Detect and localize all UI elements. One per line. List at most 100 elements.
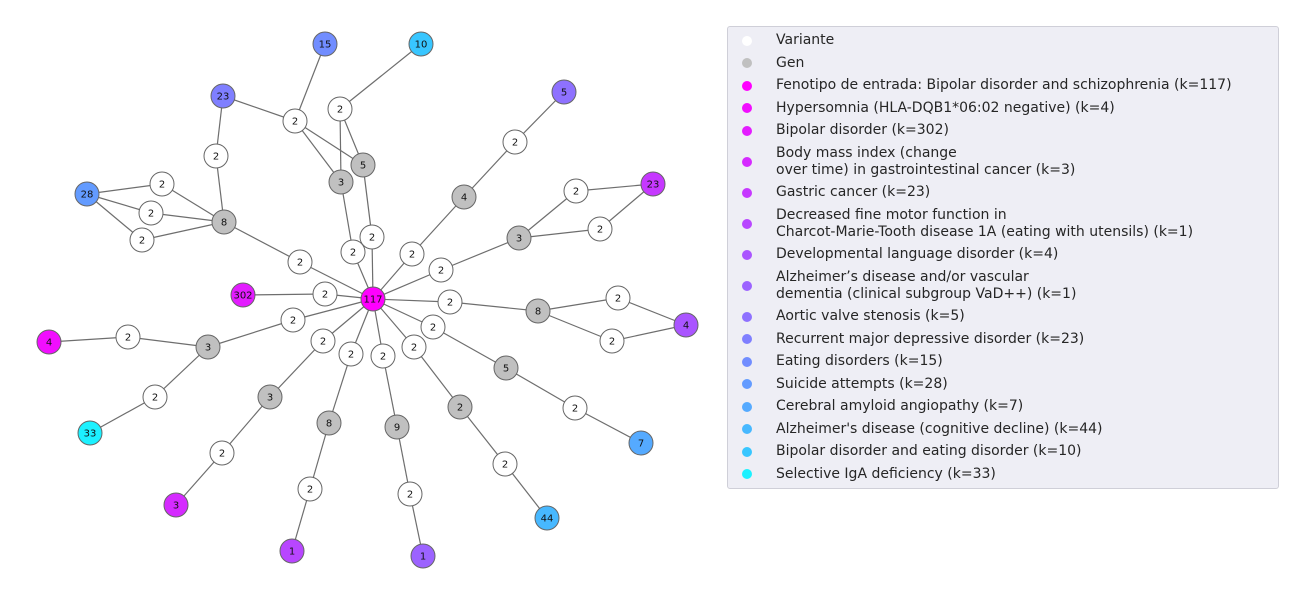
node-p7: 7 [628, 430, 654, 456]
node-label: 2 [438, 266, 444, 277]
node-label: 2 [297, 258, 303, 269]
node-label: 15 [319, 40, 332, 51]
node-label: 2 [447, 298, 453, 309]
node-circle [327, 96, 353, 122]
node-circle [338, 341, 364, 367]
node-circle [149, 171, 175, 197]
node-circle [195, 334, 221, 360]
node-label: 1 [289, 547, 295, 558]
node-label: 23 [217, 92, 230, 103]
node-label: 3 [516, 234, 522, 245]
edge-g8l-a3 [141, 221, 225, 241]
legend-marker [742, 187, 752, 198]
node-e1: 2 [563, 178, 589, 204]
node-circle [525, 298, 551, 324]
node-label: 7 [638, 439, 644, 450]
node-label: 2 [320, 337, 326, 348]
node-circle [359, 224, 385, 250]
node-circle [203, 143, 229, 169]
node-circle [282, 108, 308, 134]
node-n1: 2 [115, 324, 141, 350]
edge-c3r-g3r [440, 237, 520, 271]
edge-f2-p4r [611, 324, 687, 342]
legend: Variante Gen Fenotipo de entrada: Bipolar … [727, 26, 1279, 489]
node-b2: 2 [327, 96, 353, 122]
node-j1: 2 [397, 481, 423, 507]
edge-root-c8l [299, 261, 374, 300]
node-d1: 2 [502, 129, 528, 155]
legend-item-bipolar_eating: Bipolar disorder and eating disorder (k=… [742, 443, 1274, 460]
legend-label: Bipolar disorder (k=302) [776, 122, 949, 138]
node-p23l: 23 [210, 83, 236, 109]
node-p44: 44 [534, 505, 560, 531]
node-a4: 2 [203, 143, 229, 169]
legend-item-mdd: Recurrent major depressive disorder (k=2… [742, 331, 1274, 348]
node-label: 5 [561, 88, 567, 99]
node-p28: 28 [74, 181, 100, 207]
legend-item-bmi: Body mass index (change over time) in ga… [742, 145, 1274, 179]
node-c4: 2 [399, 241, 425, 267]
node-label: 117 [363, 295, 382, 306]
legend-item-iga: Selective IgA deficiency (k=33) [742, 466, 1274, 483]
legend-marker [742, 249, 752, 260]
node-label: 2 [409, 250, 415, 261]
legend-marker [742, 424, 752, 434]
node-label: 28 [81, 190, 94, 201]
legend-marker [742, 35, 752, 46]
node-label: 2 [213, 152, 219, 163]
node-circle [399, 241, 425, 267]
legend-item-gene: Gen [742, 55, 1274, 72]
node-g3b: 3 [257, 384, 283, 410]
legend-label: Fenotipo de entrada: Bipolar disorder an… [776, 77, 1232, 93]
legend-marker [742, 334, 752, 344]
edge-g3l-n1 [127, 336, 209, 348]
node-circle [209, 440, 235, 466]
edge-c3b-g3b [269, 340, 324, 398]
node-label: 2 [380, 352, 386, 363]
node-circle [142, 384, 168, 410]
node-circle [420, 314, 446, 340]
node-a1: 2 [149, 171, 175, 197]
node-label: 4 [46, 338, 52, 349]
edge-g8r-f1 [537, 297, 619, 312]
node-label: 3 [205, 343, 211, 354]
node-circle [297, 476, 323, 502]
node-label: 2 [430, 323, 436, 334]
node-label: 2 [573, 187, 579, 198]
node-p23r: 23 [640, 171, 666, 197]
node-h1: 2 [562, 395, 588, 421]
legend-label: Bipolar disorder and eating disorder (k=… [776, 443, 1082, 459]
edge-c8r-g8r [449, 301, 539, 312]
legend-label: Alzheimer’s disease and/or vascular deme… [776, 268, 1077, 302]
node-g4: 4 [451, 184, 477, 210]
legend-marker [742, 356, 752, 367]
node-label: 2 [597, 225, 603, 236]
node-m1: 2 [209, 440, 235, 466]
node-root: 117 [360, 286, 386, 312]
node-g9: 9 [384, 414, 410, 440]
node-circle [428, 257, 454, 283]
node-p1a: 1 [279, 538, 305, 564]
node-circle [563, 178, 589, 204]
legend-marker [742, 401, 752, 412]
node-circle [287, 249, 313, 275]
node-g2s: 2 [447, 394, 473, 420]
node-p4r: 4 [673, 312, 699, 338]
node-circle [77, 420, 103, 446]
node-label: 302 [233, 291, 252, 302]
legend-label: Selective IgA deficiency (k=33) [776, 465, 996, 482]
node-label: 2 [322, 290, 328, 301]
node-p5: 5 [551, 79, 577, 105]
node-label: 8 [221, 218, 227, 229]
node-g5r: 5 [493, 355, 519, 381]
legend-marker [742, 446, 752, 457]
edge-c3l-g3l [207, 319, 294, 348]
node-label: 2 [159, 180, 165, 191]
edge-n1-p4l [48, 336, 129, 343]
node-circle [360, 286, 386, 312]
legend-item-suicide: Suicide attempts (k=28) [742, 376, 1274, 393]
node-circle [370, 343, 396, 369]
node-circle [492, 451, 518, 477]
